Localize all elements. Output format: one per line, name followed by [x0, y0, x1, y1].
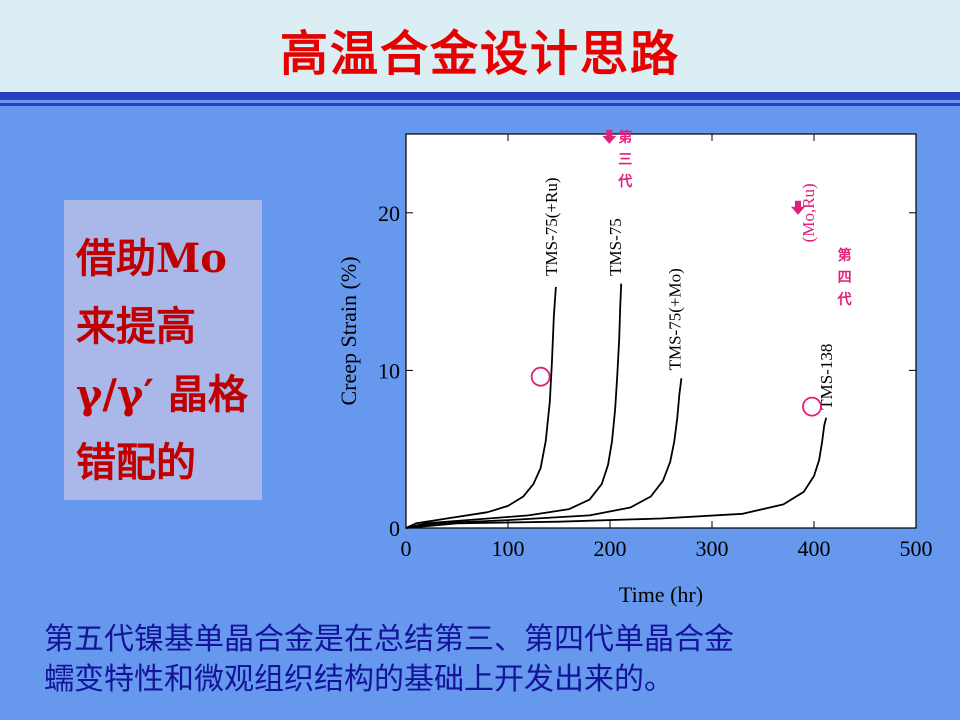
series-line	[405, 378, 683, 529]
series-label: TMS-75(+Mo)	[665, 268, 684, 370]
series-line	[405, 417, 828, 529]
side-note-line: γ/γ′ 晶格	[76, 371, 248, 418]
footer-line: 第五代镍基单晶合金是在总结第三、第四代单晶合金	[44, 622, 734, 657]
title-divider-thin	[0, 103, 960, 106]
x-axis-label: Time (hr)	[619, 582, 703, 607]
side-note-box: 借助Mo 来提高 γ/γ′ 晶格 错配的	[64, 200, 262, 500]
x-tick-label: 0	[401, 536, 412, 561]
x-tick-label: 500	[900, 536, 933, 561]
side-note-line: 借助Mo	[76, 235, 227, 282]
series-label: TMS-75(+Ru)	[542, 177, 561, 275]
side-note-line: 错配的	[76, 439, 196, 486]
series-label: TMS-75	[606, 218, 625, 276]
series-line	[405, 286, 557, 529]
generation-annotation: 第三代	[617, 129, 632, 190]
plot-area	[405, 133, 917, 529]
x-tick-label: 100	[492, 536, 525, 561]
creep-chart: 0 100 200 300 400 500 0 10 20 TMS-75(+Ru) TMS-75 T…	[336, 129, 933, 607]
series-line	[405, 283, 623, 529]
side-note-line: 来提高	[76, 303, 196, 350]
y-tick-label: 20	[378, 201, 400, 226]
slide-title: 高温合金设计思路	[279, 26, 680, 82]
down-arrow-icon	[602, 129, 617, 144]
marker-circle	[530, 366, 551, 387]
title-bar	[0, 0, 960, 92]
footer-line: 蠕变特性和微观组织结构的基础上开发出来的。	[44, 662, 674, 697]
title-divider-thick	[0, 92, 960, 100]
x-tick-label: 400	[798, 536, 831, 561]
y-tick-label: 0	[389, 516, 400, 541]
y-tick-label: 10	[378, 358, 400, 383]
element-annotation: (Mo,Ru)	[799, 183, 818, 242]
x-tick-label: 200	[594, 536, 627, 561]
y-axis-label: Creep Strain (%)	[336, 256, 361, 405]
down-arrow-icon	[791, 200, 805, 215]
marker-circle	[802, 396, 822, 417]
series-label: TMS-138	[817, 344, 836, 410]
x-tick-label: 300	[696, 536, 729, 561]
generation-annotation: 第四代	[837, 247, 852, 308]
